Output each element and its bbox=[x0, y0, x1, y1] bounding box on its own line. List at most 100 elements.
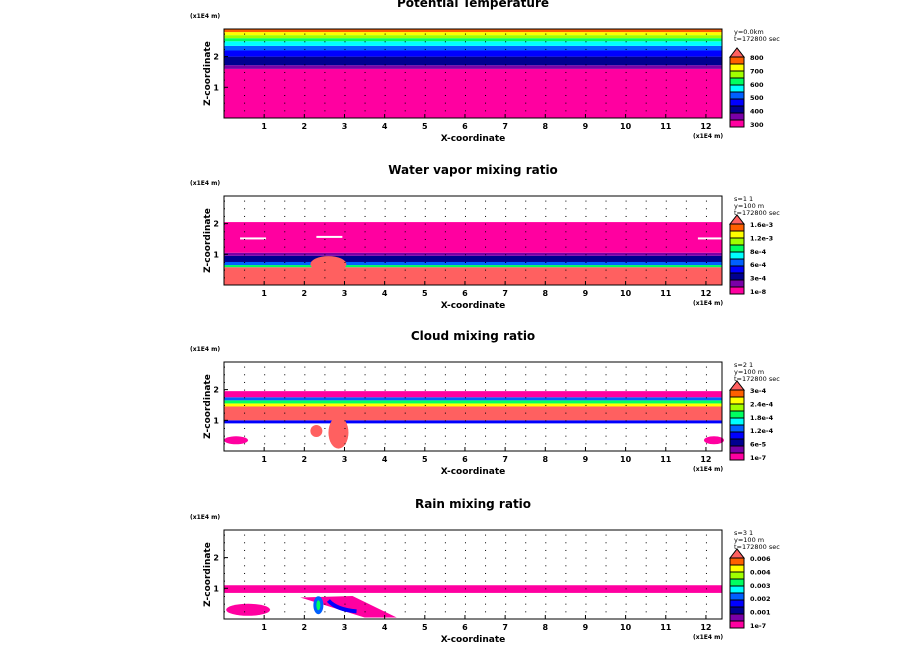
grid-dot bbox=[344, 79, 346, 81]
grid-dot bbox=[464, 389, 466, 391]
grid-dot bbox=[605, 572, 607, 574]
grid-dot bbox=[304, 79, 306, 81]
grid-dot bbox=[585, 79, 587, 81]
grid-dot bbox=[565, 269, 567, 271]
contour-band bbox=[224, 585, 722, 593]
grid-dot bbox=[464, 443, 466, 445]
grid-dot bbox=[545, 534, 547, 536]
grid-dot bbox=[665, 223, 667, 225]
grid-dot bbox=[685, 41, 687, 43]
z-unit-label: (x1E4 m) bbox=[190, 180, 220, 187]
grid-dot bbox=[525, 542, 527, 544]
grid-dot bbox=[424, 215, 426, 217]
grid-dot bbox=[424, 435, 426, 437]
grid-dot bbox=[464, 79, 466, 81]
grid-dot bbox=[645, 381, 647, 383]
grid-dot bbox=[404, 603, 406, 605]
grid-dot bbox=[505, 366, 507, 368]
grid-dot bbox=[264, 404, 266, 406]
grid-dot bbox=[505, 565, 507, 567]
grid-dot bbox=[505, 41, 507, 43]
grid-dot bbox=[645, 557, 647, 559]
grid-dot bbox=[565, 534, 567, 536]
grid-dot bbox=[705, 580, 707, 582]
grid-dot bbox=[344, 41, 346, 43]
grid-dot bbox=[545, 64, 547, 66]
x-tick-label: 5 bbox=[422, 122, 428, 131]
grid-dot bbox=[685, 71, 687, 73]
grid-dot bbox=[324, 254, 326, 256]
grid-dot bbox=[705, 238, 707, 240]
x-tick-label: 2 bbox=[302, 122, 308, 131]
grid-dot bbox=[585, 254, 587, 256]
grid-dot bbox=[424, 261, 426, 263]
grid-dot bbox=[665, 94, 667, 96]
grid-dot bbox=[244, 603, 246, 605]
grid-dot bbox=[464, 33, 466, 35]
grid-dot bbox=[304, 110, 306, 112]
grid-dot bbox=[485, 56, 487, 58]
grid-dot bbox=[585, 277, 587, 279]
grid-dot bbox=[545, 542, 547, 544]
grid-dot bbox=[485, 588, 487, 590]
grid-dot bbox=[464, 603, 466, 605]
contour-gap bbox=[697, 237, 724, 240]
grid-dot bbox=[344, 534, 346, 536]
grid-dot bbox=[384, 580, 386, 582]
grid-dot bbox=[665, 420, 667, 422]
colorbar-swatch bbox=[729, 592, 745, 601]
grid-dot bbox=[545, 33, 547, 35]
grid-dot bbox=[705, 223, 707, 225]
x-tick-label: 9 bbox=[583, 455, 589, 464]
grid-dot bbox=[645, 443, 647, 445]
grid-dot bbox=[525, 102, 527, 104]
grid-dot bbox=[384, 102, 386, 104]
grid-dot bbox=[444, 588, 446, 590]
x-tick-label: 10 bbox=[620, 289, 632, 298]
grid-dot bbox=[364, 397, 366, 399]
grid-dot bbox=[424, 366, 426, 368]
grid-dot bbox=[545, 557, 547, 559]
grid-dot bbox=[424, 223, 426, 225]
colorbar-label: 300 bbox=[750, 121, 764, 129]
grid-dot bbox=[645, 277, 647, 279]
grid-dot bbox=[404, 277, 406, 279]
grid-dot bbox=[585, 56, 587, 58]
grid-dot bbox=[585, 595, 587, 597]
grid-dot bbox=[645, 87, 647, 89]
grid-dot bbox=[384, 223, 386, 225]
colorbar-swatch bbox=[729, 84, 745, 93]
grid-dot bbox=[485, 269, 487, 271]
grid-dot bbox=[364, 549, 366, 551]
grid-dot bbox=[284, 254, 286, 256]
grid-dot bbox=[665, 48, 667, 50]
grid-dot bbox=[605, 374, 607, 376]
grid-dot bbox=[284, 261, 286, 263]
grid-dot bbox=[605, 269, 607, 271]
grid-dot bbox=[505, 412, 507, 414]
x-tick-label: 5 bbox=[422, 455, 428, 464]
grid-dot bbox=[284, 215, 286, 217]
grid-dot bbox=[284, 404, 286, 406]
grid-dot bbox=[404, 56, 406, 58]
grid-dot bbox=[344, 565, 346, 567]
grid-dot bbox=[284, 427, 286, 429]
grid-dot bbox=[545, 420, 547, 422]
y-axis-label: Z-coordinate bbox=[203, 374, 213, 439]
x-tick-label: 3 bbox=[342, 623, 348, 632]
grid-dot bbox=[525, 443, 527, 445]
grid-dot bbox=[304, 238, 306, 240]
grid-dot bbox=[244, 48, 246, 50]
grid-dot bbox=[344, 110, 346, 112]
grid-dot bbox=[605, 238, 607, 240]
grid-dot bbox=[424, 200, 426, 202]
run-info: t=172800 sec bbox=[734, 209, 780, 217]
grid-dot bbox=[525, 404, 527, 406]
grid-dot bbox=[424, 534, 426, 536]
grid-dot bbox=[505, 87, 507, 89]
grid-dot bbox=[424, 277, 426, 279]
grid-dot bbox=[444, 549, 446, 551]
grid-dot bbox=[505, 611, 507, 613]
grid-dot bbox=[665, 238, 667, 240]
